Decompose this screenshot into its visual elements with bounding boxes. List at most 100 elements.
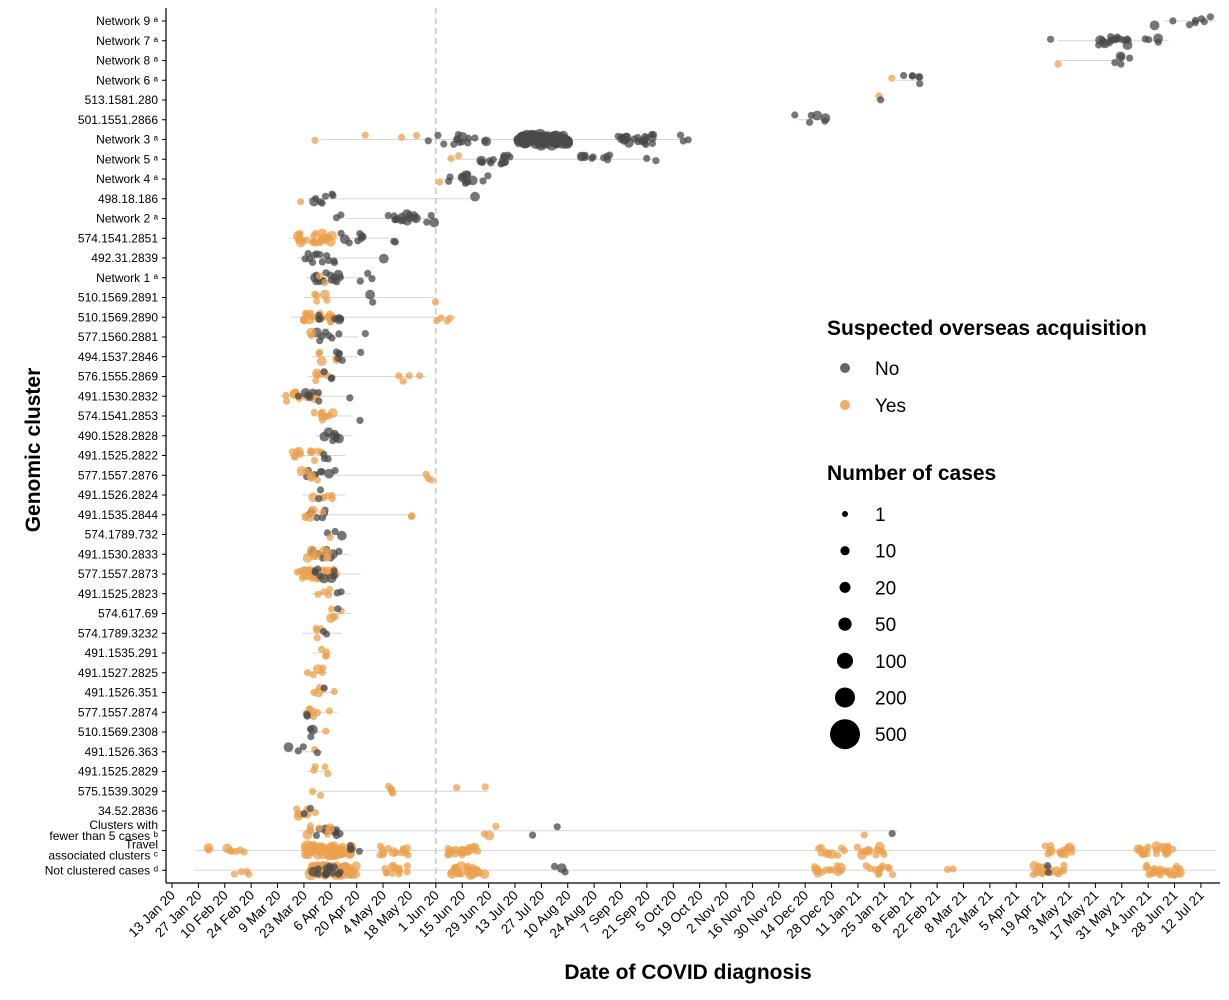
case-point bbox=[478, 158, 486, 166]
case-point bbox=[1166, 871, 1174, 879]
case-point bbox=[296, 466, 307, 476]
case-point bbox=[556, 863, 567, 873]
case-point bbox=[230, 870, 239, 878]
case-point bbox=[492, 822, 500, 830]
case-point bbox=[330, 273, 338, 281]
case-point bbox=[317, 791, 325, 800]
case-point bbox=[302, 553, 313, 563]
case-point bbox=[329, 613, 337, 621]
case-point bbox=[676, 131, 685, 139]
case-point bbox=[291, 453, 299, 461]
case-point bbox=[642, 140, 650, 148]
case-point bbox=[307, 733, 315, 741]
case-point bbox=[355, 847, 363, 855]
case-point bbox=[884, 863, 892, 871]
case-point bbox=[294, 747, 302, 755]
case-point bbox=[324, 553, 332, 562]
case-point bbox=[303, 669, 312, 677]
case-point bbox=[416, 372, 424, 380]
case-point bbox=[306, 327, 316, 338]
case-point bbox=[501, 158, 509, 166]
case-point bbox=[307, 309, 315, 317]
case-point bbox=[1045, 846, 1056, 856]
case-point bbox=[382, 869, 390, 877]
y-tick-label: Network 5 ᵃ bbox=[96, 152, 158, 166]
y-tick-label: 34.52.2836 bbox=[98, 804, 158, 818]
case-point bbox=[915, 73, 923, 81]
case-point bbox=[453, 784, 461, 792]
case-point bbox=[318, 413, 326, 421]
case-point bbox=[1169, 17, 1177, 25]
legend-size-swatch bbox=[840, 546, 850, 556]
case-point bbox=[791, 111, 799, 119]
legend-color-label: No bbox=[875, 359, 899, 380]
case-point bbox=[320, 450, 328, 458]
case-point bbox=[458, 138, 466, 146]
case-point bbox=[648, 139, 657, 147]
case-point bbox=[1038, 869, 1046, 877]
case-point bbox=[354, 237, 362, 245]
case-point bbox=[880, 850, 888, 859]
legend-size-label: 500 bbox=[875, 725, 907, 746]
y-tick-label: 491.1535.291 bbox=[85, 646, 159, 660]
y-tick-label: Network 7 ᵃ bbox=[96, 34, 158, 48]
case-point bbox=[431, 298, 439, 306]
case-point bbox=[949, 865, 957, 873]
case-point bbox=[403, 868, 411, 876]
case-point bbox=[1054, 60, 1062, 68]
case-point bbox=[467, 175, 478, 186]
case-point bbox=[335, 547, 343, 556]
legend-color-swatch bbox=[840, 400, 850, 410]
case-point bbox=[322, 630, 331, 638]
case-point bbox=[679, 137, 687, 145]
case-point bbox=[454, 131, 462, 139]
cluster-range-lines bbox=[194, 20, 1216, 871]
case-point bbox=[321, 763, 329, 771]
case-point bbox=[484, 172, 492, 180]
legend-size-swatch bbox=[830, 719, 860, 750]
case-point bbox=[1152, 846, 1160, 854]
case-point bbox=[888, 74, 896, 82]
case-point bbox=[1161, 867, 1169, 875]
case-point bbox=[853, 843, 861, 851]
case-point bbox=[205, 846, 213, 854]
case-point bbox=[318, 849, 328, 860]
case-point bbox=[333, 845, 344, 855]
case-point bbox=[314, 590, 322, 598]
case-point bbox=[338, 356, 346, 364]
y-tick-label: 577.1557.2873 bbox=[78, 567, 158, 581]
legend-size-label: 1 bbox=[875, 505, 886, 526]
case-point bbox=[874, 841, 885, 852]
case-point bbox=[351, 861, 361, 871]
y-tick-label: 491.1530.2833 bbox=[78, 547, 158, 561]
y-tick-label: 574.1541.2853 bbox=[78, 409, 158, 423]
y-tick-label: 513.1581.280 bbox=[85, 93, 159, 107]
case-point bbox=[309, 388, 317, 396]
case-point bbox=[403, 862, 412, 870]
case-point bbox=[454, 152, 463, 160]
case-point bbox=[446, 314, 454, 322]
case-point bbox=[365, 289, 375, 300]
case-point bbox=[606, 151, 614, 159]
y-tick-label: 491.1530.2832 bbox=[78, 389, 158, 403]
case-point bbox=[313, 514, 321, 522]
case-point bbox=[334, 433, 344, 444]
y-tick-label: Network 4 ᵃ bbox=[96, 172, 158, 186]
legend-color-label: Yes bbox=[875, 396, 906, 417]
case-point bbox=[1191, 19, 1199, 27]
case-point bbox=[405, 372, 413, 380]
y-tick-label: Clusters with fewer than 5 cases ᵇ bbox=[49, 818, 158, 843]
case-point bbox=[395, 867, 404, 875]
case-point bbox=[331, 527, 339, 536]
case-point bbox=[388, 847, 399, 857]
case-point bbox=[358, 232, 366, 240]
case-point bbox=[458, 848, 466, 856]
case-point bbox=[811, 865, 822, 875]
case-point bbox=[424, 137, 432, 145]
case-point bbox=[299, 743, 307, 751]
case-point bbox=[315, 495, 323, 503]
case-point bbox=[423, 218, 431, 226]
case-point bbox=[337, 211, 345, 219]
case-point bbox=[300, 315, 308, 323]
case-point bbox=[310, 456, 319, 464]
